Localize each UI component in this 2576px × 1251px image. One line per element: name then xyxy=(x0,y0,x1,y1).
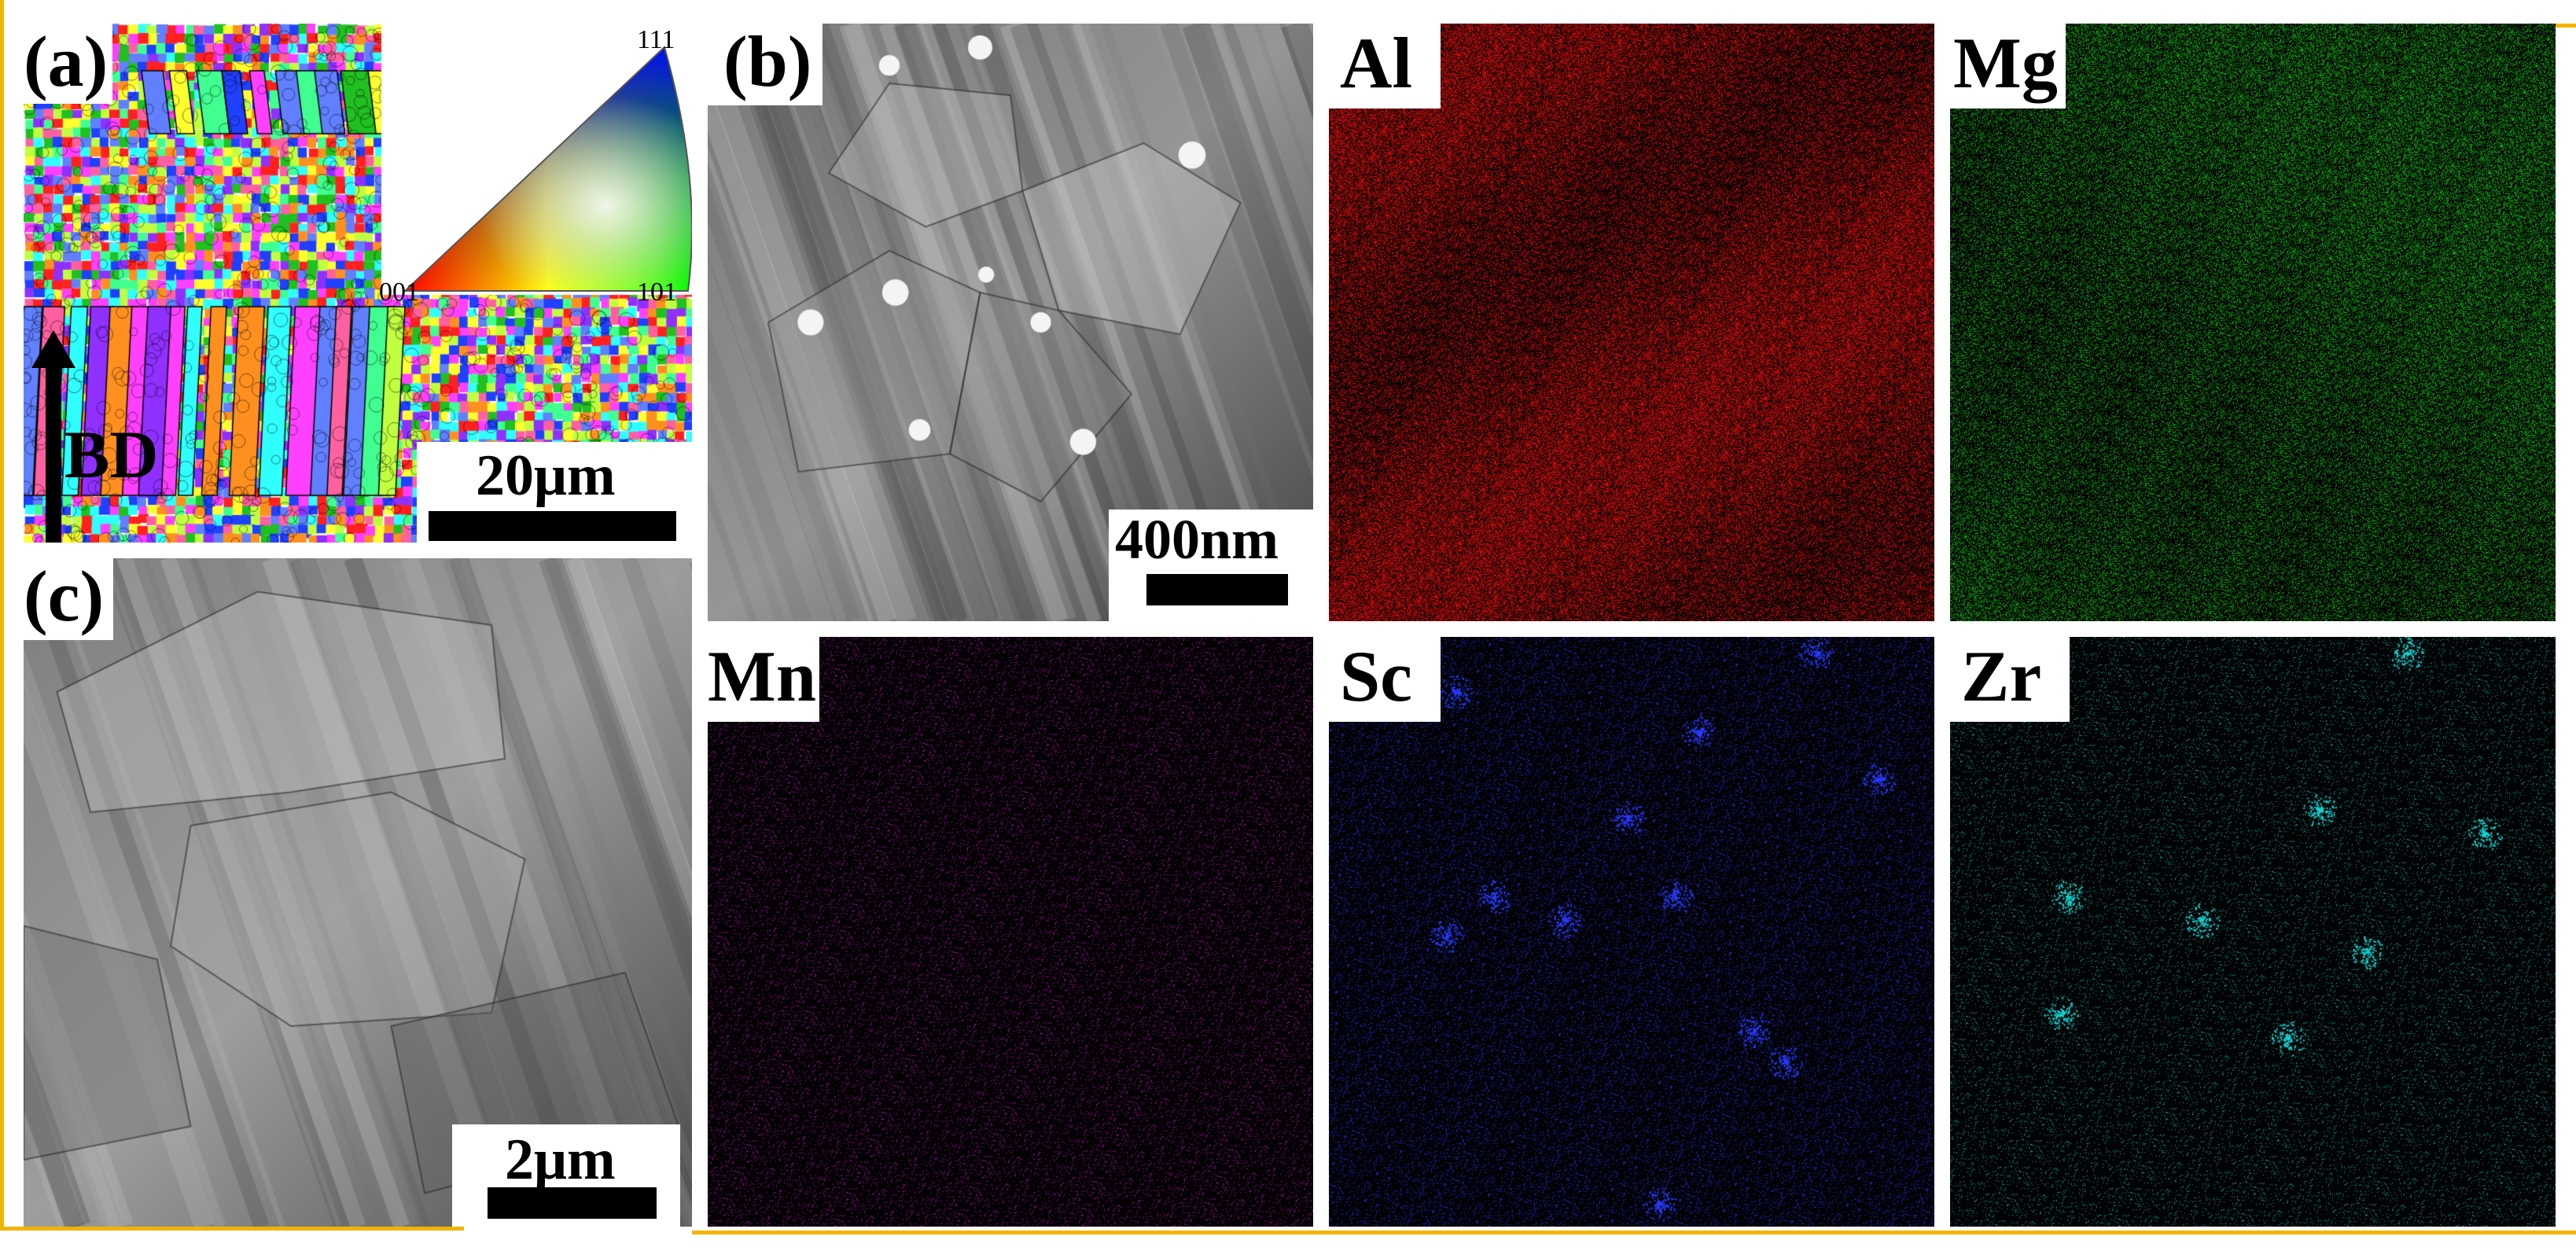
panel-c-label: (c) xyxy=(24,558,114,640)
eds-map-mn: Mn xyxy=(708,637,1313,1227)
frame-line-bottom-right xyxy=(692,1231,2576,1234)
stem-image-panel-b: (b) 400nm xyxy=(708,24,1313,621)
eds-map-zr: Zr xyxy=(1950,637,2556,1227)
panel-c-scale-bar xyxy=(488,1187,657,1219)
ipf-corner-101-label: 101 xyxy=(637,278,677,307)
frame-line-top-right xyxy=(2548,24,2576,28)
eds-map-al: Al xyxy=(1329,24,1934,621)
ipf-corner-001-label: 001 xyxy=(379,278,419,307)
frame-line-bottom xyxy=(0,1227,464,1231)
eds-map-mn-image xyxy=(708,637,1313,1227)
ipf-corner-111-label: 111 xyxy=(637,25,675,54)
panel-c-scale-bar-label: 2μm xyxy=(505,1128,616,1192)
eds-map-sc-label: Sc xyxy=(1329,637,1441,722)
stem-image-panel-c: (c) 2μm xyxy=(24,558,692,1227)
panel-a-scale-bar xyxy=(429,511,676,541)
panel-b-scale-bar-label: 400nm xyxy=(1115,508,1279,571)
build-direction-arrow-icon xyxy=(31,330,75,543)
eds-map-zr-label: Zr xyxy=(1950,637,2070,722)
build-direction-label: BD xyxy=(64,417,159,492)
panel-b-scale-bar xyxy=(1146,574,1288,605)
ebsd-ipf-map-panel: 111 001 101 (a) BD 20μm xyxy=(24,24,692,543)
eds-map-mg-label: Mg xyxy=(1950,24,2066,109)
panel-a-scale-bar-label: 20μm xyxy=(476,443,616,508)
eds-map-mg-image xyxy=(1950,24,2556,621)
eds-map-mg: Mg xyxy=(1950,24,2556,621)
eds-map-sc: Sc xyxy=(1329,637,1934,1227)
eds-map-zr-image xyxy=(1950,637,2556,1227)
eds-map-al-image xyxy=(1329,24,1934,621)
frame-line-left xyxy=(0,0,4,1227)
stem-image-c xyxy=(24,558,692,1227)
panel-b-label: (b) xyxy=(708,24,823,105)
eds-map-al-label: Al xyxy=(1329,24,1441,109)
panel-a-label: (a) xyxy=(24,24,113,104)
eds-map-mn-label: Mn xyxy=(708,637,819,722)
eds-map-sc-image xyxy=(1329,637,1934,1227)
ipf-color-key xyxy=(403,46,692,292)
